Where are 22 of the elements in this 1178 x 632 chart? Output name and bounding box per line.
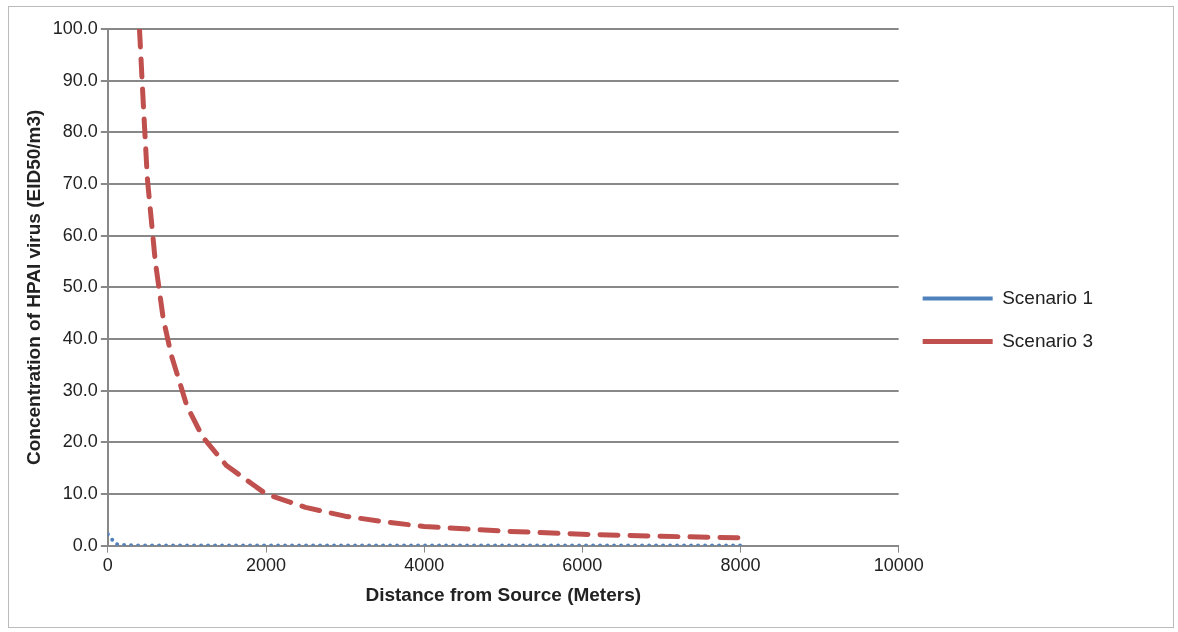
y-tick-label: 70.0 [62,172,98,193]
y-tick-label: 60.0 [62,224,98,245]
y-axis-title: Concentration of HPAI virus (EID50/m3) [22,109,44,466]
y-tick-label: 80.0 [62,121,98,142]
x-axis-title: Distance from Source (Meters) [365,583,642,605]
y-tick-label: 90.0 [62,69,98,90]
x-tick-label: 8000 [720,555,761,576]
x-tick-label: 4000 [404,555,445,576]
y-tick-label: 10.0 [62,482,98,503]
x-tick-label: 10000 [873,555,924,576]
y-tick-label: 0.0 [72,534,98,555]
legend-label: Scenario 3 [1002,329,1094,351]
x-tick-label: 2000 [245,555,287,576]
line-series [107,532,743,546]
y-tick-label: 20.0 [62,431,98,452]
x-tick-label: 0 [102,555,113,576]
y-tick-label: 50.0 [62,276,98,297]
x-tick-label: 6000 [562,555,603,576]
legend-label: Scenario 1 [1002,286,1094,308]
y-tick-label: 40.0 [62,327,98,348]
y-tick-label: 30.0 [62,379,98,400]
y-tick-label: 100.0 [52,17,98,38]
